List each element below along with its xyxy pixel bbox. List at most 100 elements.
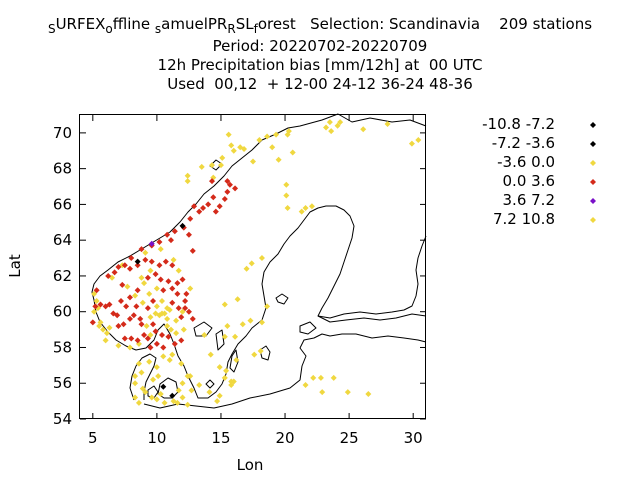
station-marker xyxy=(164,231,171,238)
station-marker xyxy=(317,374,324,381)
station-marker xyxy=(384,120,391,127)
station-marker xyxy=(216,364,223,371)
station-marker xyxy=(126,265,133,272)
station-marker xyxy=(184,401,191,408)
station-marker xyxy=(134,258,141,265)
station-marker xyxy=(179,380,186,387)
station-marker xyxy=(147,331,154,338)
station-marker xyxy=(208,178,215,185)
title-line-4: Used 00,12 + 12-00 24-12 36-24 48-36 xyxy=(167,75,473,93)
station-marker xyxy=(144,305,151,312)
y-tick-label: 58 xyxy=(53,338,72,356)
station-marker xyxy=(228,142,235,149)
station-marker xyxy=(216,203,223,210)
station-marker xyxy=(175,267,182,274)
coastline-saaremaa xyxy=(299,321,317,335)
station-marker xyxy=(115,264,122,270)
station-marker xyxy=(161,399,168,406)
station-marker xyxy=(126,344,133,351)
station-marker xyxy=(160,353,167,360)
station-marker xyxy=(128,335,135,342)
station-marker xyxy=(275,156,282,163)
station-marker xyxy=(258,255,265,262)
station-marker xyxy=(155,373,162,380)
station-marker xyxy=(91,290,98,297)
station-marker xyxy=(132,292,139,299)
station-marker xyxy=(100,326,107,333)
y-axis-label: Lat xyxy=(6,254,24,278)
station-marker xyxy=(156,238,163,245)
station-marker xyxy=(166,356,173,363)
station-marker xyxy=(105,272,112,279)
coastline-aland xyxy=(275,293,289,305)
station-marker xyxy=(165,333,172,340)
station-marker xyxy=(273,131,280,138)
legend-marker xyxy=(590,160,596,166)
lake-vanern xyxy=(193,321,213,337)
station-marker xyxy=(234,296,241,303)
station-marker xyxy=(175,387,182,394)
station-marker xyxy=(214,398,221,405)
x-axis-label: Lon xyxy=(237,456,264,474)
station-marker xyxy=(102,337,109,344)
station-marker xyxy=(126,294,133,301)
station-marker xyxy=(365,390,372,397)
station-marker xyxy=(169,299,176,306)
station-marker xyxy=(310,374,317,381)
station-marker xyxy=(408,140,415,147)
station-marker xyxy=(232,185,239,192)
station-marker xyxy=(91,308,98,315)
station-marker xyxy=(196,382,203,389)
station-marker xyxy=(139,385,146,392)
station-marker xyxy=(120,321,127,328)
station-marker xyxy=(415,137,422,144)
station-marker xyxy=(191,203,198,210)
station-markers xyxy=(89,119,422,408)
station-marker xyxy=(207,351,214,358)
legend-label: 3.6 7.2 xyxy=(502,191,555,209)
station-marker xyxy=(159,310,166,317)
station-marker xyxy=(169,285,176,292)
station-marker xyxy=(142,389,149,396)
station-marker xyxy=(164,323,171,330)
legend-marker xyxy=(590,179,596,185)
coastline-map xyxy=(91,113,427,409)
station-marker xyxy=(221,333,228,340)
station-marker xyxy=(217,162,224,169)
station-marker xyxy=(134,287,141,294)
station-marker xyxy=(153,285,160,292)
station-marker xyxy=(153,340,160,347)
station-marker xyxy=(179,308,186,315)
station-marker xyxy=(153,396,160,403)
station-marker xyxy=(182,305,189,312)
station-marker xyxy=(150,376,157,383)
station-marker xyxy=(121,335,128,342)
station-marker xyxy=(142,249,149,256)
station-marker xyxy=(132,394,139,401)
station-marker xyxy=(258,319,265,326)
station-marker xyxy=(92,303,99,310)
title-text: ffline xyxy=(112,15,155,33)
title-text: URFEX xyxy=(55,15,106,33)
station-marker xyxy=(147,314,154,321)
station-marker xyxy=(133,303,140,310)
x-tick-label: 10 xyxy=(147,429,166,447)
station-marker xyxy=(157,246,164,253)
x-tick-label: 20 xyxy=(275,429,294,447)
station-marker xyxy=(143,323,150,330)
station-marker xyxy=(159,331,166,338)
station-marker xyxy=(224,323,231,330)
station-marker xyxy=(221,374,228,381)
y-tick-label: 66 xyxy=(53,195,72,213)
station-marker xyxy=(106,324,113,331)
station-marker xyxy=(298,208,305,215)
legend-label: 0.0 3.6 xyxy=(502,172,555,190)
coastline-finland-bay xyxy=(317,313,427,323)
station-marker xyxy=(302,382,309,389)
station-marker xyxy=(248,260,255,267)
station-marker xyxy=(178,360,185,367)
station-marker xyxy=(96,323,103,330)
coastline-jutland xyxy=(129,353,157,401)
station-marker xyxy=(180,326,187,333)
station-marker xyxy=(328,128,335,135)
